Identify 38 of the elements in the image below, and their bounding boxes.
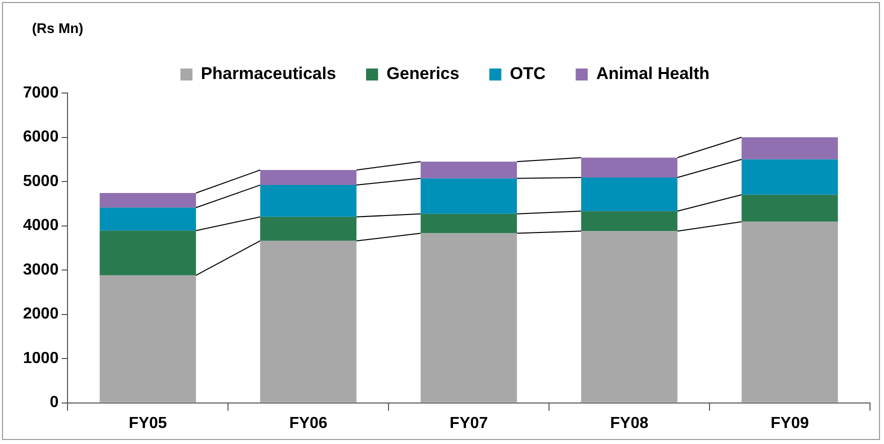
y-tick-label: 5000	[23, 172, 59, 190]
bar	[581, 178, 678, 212]
bar	[742, 137, 838, 160]
bar	[742, 194, 838, 222]
x-tick-label: FY09	[770, 414, 809, 432]
y-axis-title: (Rs Mn)	[32, 20, 84, 36]
x-tick-label: FY06	[289, 414, 328, 432]
bar	[581, 158, 678, 178]
bar	[420, 233, 517, 402]
bar	[100, 208, 196, 231]
bar	[742, 159, 838, 195]
y-tick-label: 2000	[23, 306, 59, 323]
y-tick-label: 6000	[23, 128, 59, 146]
bar	[581, 231, 678, 402]
bar	[420, 214, 517, 234]
x-tick-label: FY05	[128, 414, 168, 432]
y-tick-label: 1000	[23, 350, 59, 367]
bar	[742, 222, 838, 402]
y-tick-label: 4000	[23, 217, 59, 234]
y-tick-label: 7000	[23, 84, 59, 102]
bar	[260, 240, 356, 402]
bar	[420, 162, 517, 178]
bar	[420, 178, 517, 214]
y-tick-label: 0	[50, 394, 59, 412]
bar	[260, 170, 356, 186]
bar	[100, 275, 196, 402]
bar	[581, 211, 678, 232]
legend-label: Animal Health	[596, 64, 710, 84]
legend-label: Generics	[386, 64, 460, 84]
x-tick-label: FY07	[450, 414, 488, 432]
bar	[100, 230, 196, 276]
bar	[100, 193, 196, 208]
legend-label: Pharmaceuticals	[200, 64, 336, 84]
bar	[260, 216, 356, 241]
legend-label: OTC	[510, 64, 546, 84]
x-tick-label: FY08	[610, 414, 648, 432]
y-tick-label: 3000	[23, 261, 59, 278]
bar	[260, 185, 356, 217]
